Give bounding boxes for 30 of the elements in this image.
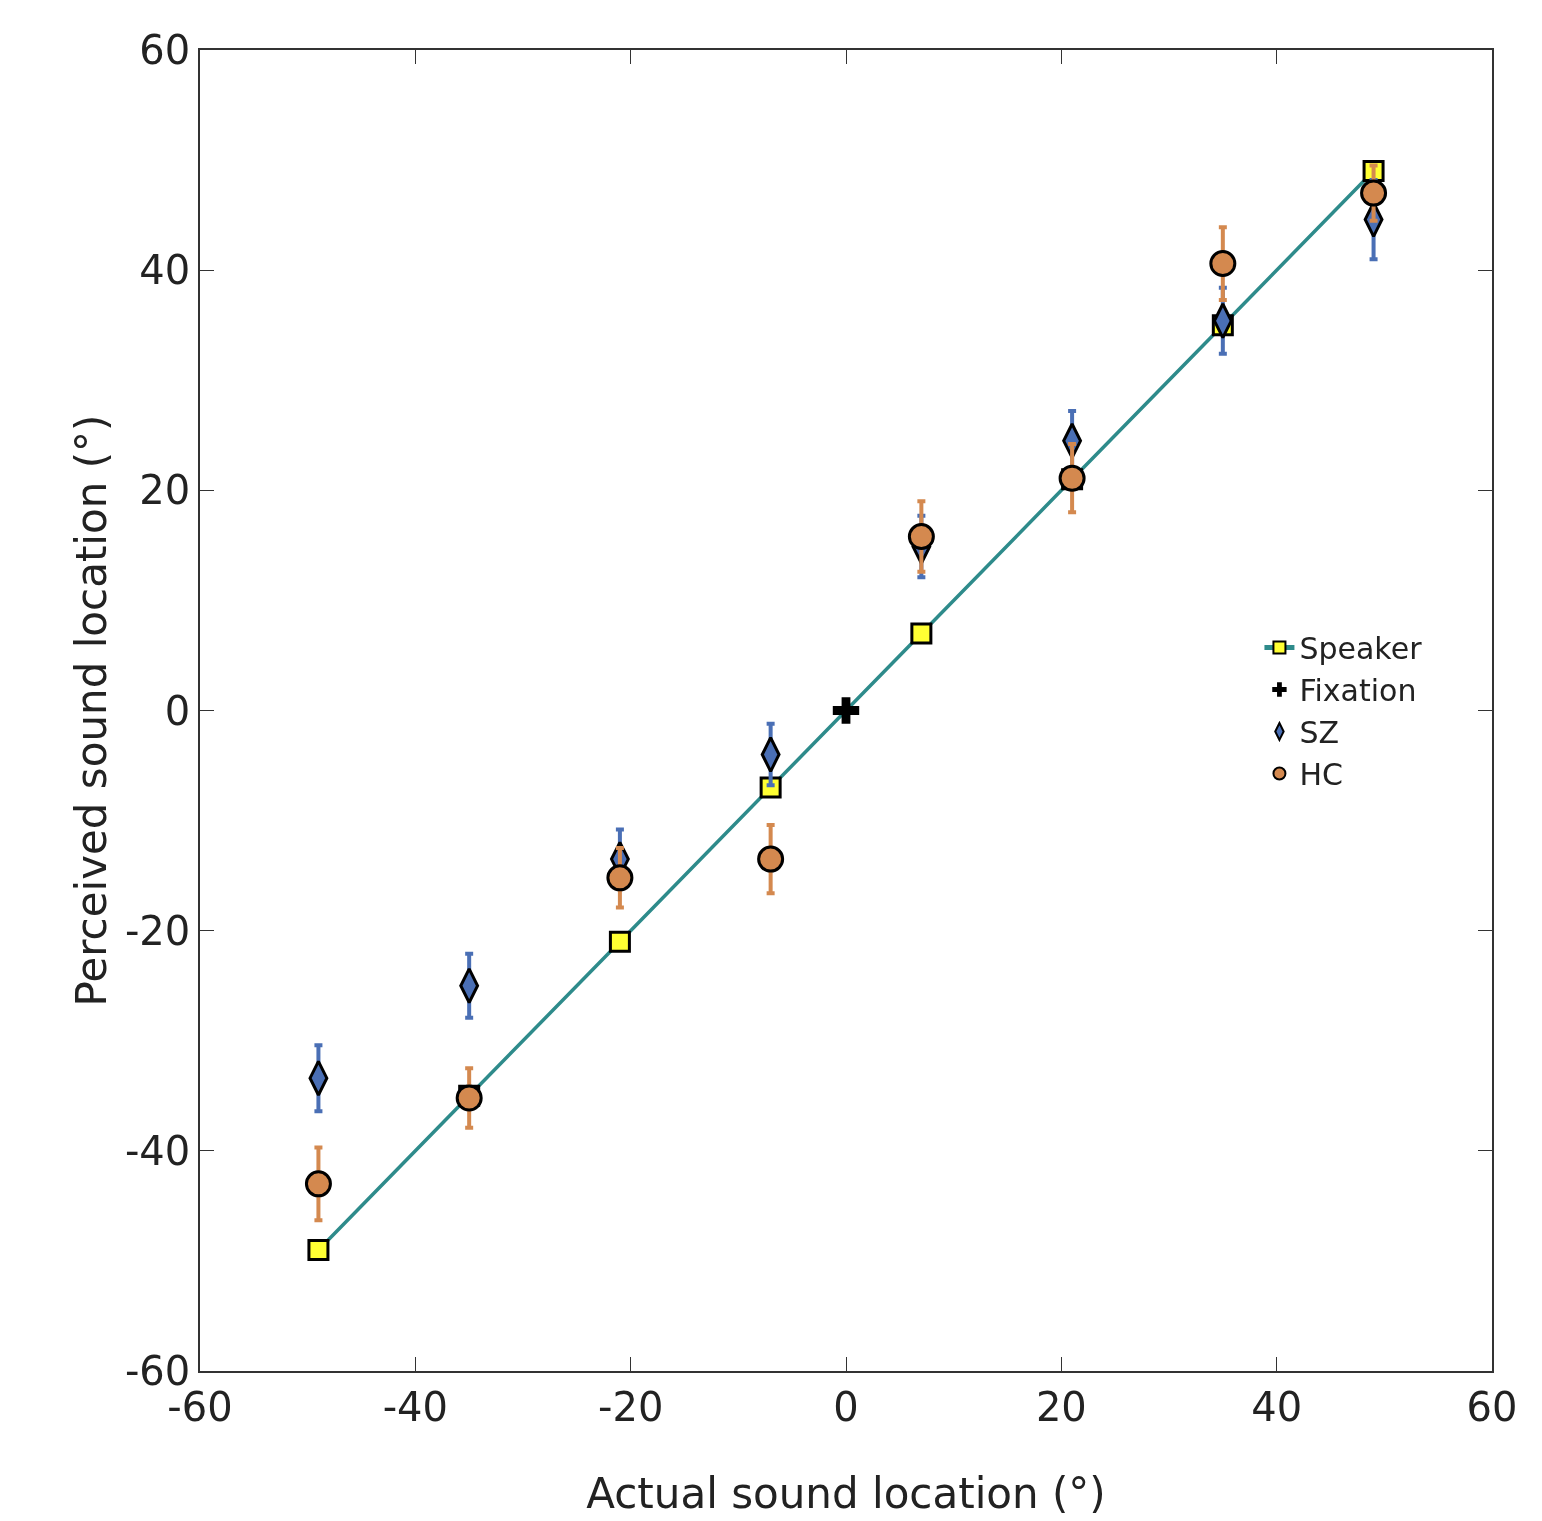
legend-label: SZ — [1299, 715, 1340, 751]
legend-label: HC — [1299, 757, 1343, 793]
y-tick-label: 0 — [164, 687, 191, 734]
point — [907, 523, 935, 551]
y-axis-title: Perceived sound location (°) — [66, 414, 116, 1007]
point — [606, 864, 634, 892]
point — [608, 930, 631, 953]
y-tick-label: 20 — [139, 467, 191, 514]
legend-label: Speaker — [1299, 631, 1423, 667]
point — [910, 622, 933, 645]
y-tick-label: -40 — [124, 1127, 191, 1174]
point — [1058, 464, 1086, 492]
x-tick-label: -20 — [598, 1383, 664, 1430]
x-tick-label: 20 — [1035, 1383, 1087, 1430]
legend-label: Fixation — [1299, 673, 1417, 709]
x-axis-title: Actual sound location (°) — [586, 1468, 1106, 1518]
point — [1209, 250, 1237, 278]
point — [757, 845, 785, 873]
x-tick-label: 40 — [1251, 1383, 1303, 1430]
point — [307, 1238, 330, 1261]
point — [304, 1170, 332, 1198]
y-tick-label: 60 — [139, 27, 191, 73]
point — [455, 1084, 483, 1112]
point — [1360, 179, 1388, 207]
x-tick-label: 60 — [1466, 1383, 1518, 1430]
y-tick-label: -20 — [124, 907, 191, 954]
x-tick-label: -40 — [382, 1383, 448, 1430]
x-tick-label: 0 — [833, 1383, 859, 1430]
y-tick-label: 40 — [139, 247, 191, 294]
point — [832, 697, 860, 724]
